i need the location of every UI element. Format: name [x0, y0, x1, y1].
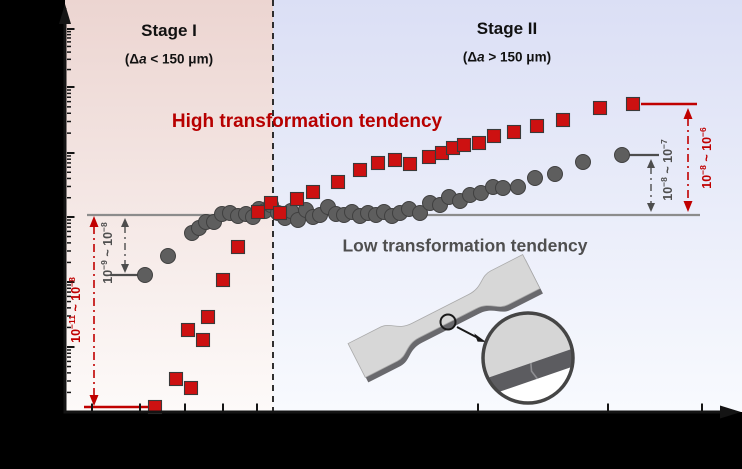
data-point-square [272, 205, 288, 221]
data-point-square [471, 135, 487, 151]
stage2-gray-range-annotation [629, 153, 659, 212]
data-point-square [180, 322, 196, 338]
data-point-square [625, 96, 641, 112]
data-point-circle [527, 170, 543, 186]
y-axis-arrow [59, 4, 71, 24]
data-point-circle [575, 154, 591, 170]
axis-ticks [67, 28, 703, 411]
stage2-subtitle: (Δa > 150 μm) [462, 49, 552, 65]
specimen-zoom-circle-marker [439, 313, 457, 331]
stage2-red-range-annotation [641, 102, 697, 212]
series-gray-circles [137, 147, 630, 283]
specimen-zoom-arrowhead [474, 333, 486, 342]
data-point-square [230, 239, 246, 255]
stage1-subtitle: (Δa < 150 μm) [124, 51, 214, 67]
range-label-stage2-red: 10−8 ~ 10−6 [697, 127, 714, 189]
data-point-square [289, 191, 305, 207]
x-axis-arrow [720, 405, 741, 419]
data-point-circle [412, 205, 428, 221]
data-point-square [421, 149, 437, 165]
data-point-circle [137, 267, 153, 283]
data-point-circle [510, 179, 526, 195]
data-point-square [168, 371, 184, 387]
data-point-square [305, 184, 321, 200]
data-point-circle [614, 147, 630, 163]
data-point-circle [160, 248, 176, 264]
magnifier-border [481, 311, 575, 405]
data-point-square [250, 204, 266, 220]
specimen-zoom-arrow-line [456, 326, 479, 339]
low-transformation-label: Low transformation tendency [342, 235, 588, 256]
specimen-illustration [347, 254, 575, 405]
data-point-square [486, 128, 502, 144]
data-point-square [456, 137, 472, 153]
range-label-stage2-gray: 10−8 ~ 10−7 [658, 139, 675, 201]
high-transformation-label: High transformation tendency [171, 111, 443, 132]
data-point-square [592, 100, 608, 116]
data-point-square [195, 332, 211, 348]
range-label-stage1-gray: 10−9 ~ 10−8 [98, 222, 115, 284]
data-point-square [555, 112, 571, 128]
stage1-gray-range-annotation [110, 218, 141, 277]
stage1-red-range-annotation [84, 216, 149, 409]
data-point-square [200, 309, 216, 325]
data-point-square [352, 162, 368, 178]
stage2-title: Stage II [476, 19, 538, 38]
range-label-stage1-red: 10−11 ~ 10−8 [66, 277, 83, 343]
data-point-square [387, 152, 403, 168]
data-point-square [215, 272, 231, 288]
data-point-square [506, 124, 522, 140]
data-point-circle [495, 180, 511, 196]
data-point-square [402, 156, 418, 172]
stage1-region [65, 0, 273, 412]
data-point-square [183, 380, 199, 396]
data-point-square [370, 155, 386, 171]
stage1-title: Stage I [141, 21, 197, 40]
data-point-square [529, 118, 545, 134]
data-point-square [330, 174, 346, 190]
series-red-squares [147, 96, 641, 415]
data-point-circle [547, 166, 563, 182]
